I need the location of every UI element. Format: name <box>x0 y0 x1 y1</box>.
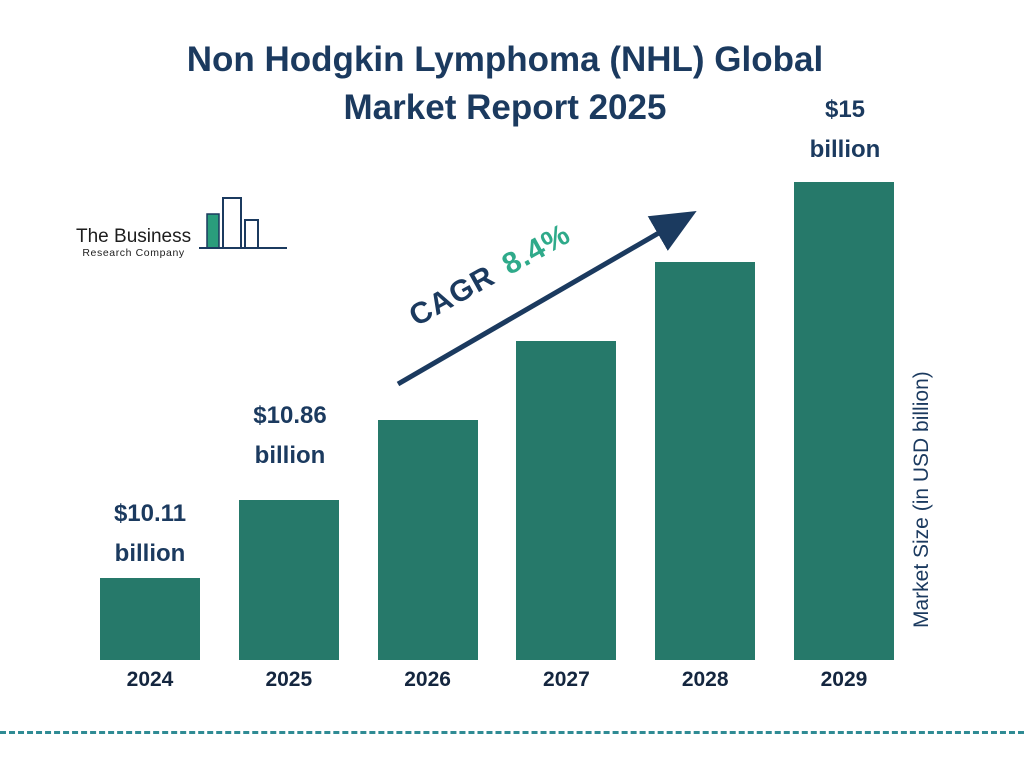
bar-2025 <box>238 500 339 660</box>
value-label-2024-amount: $10.11 <box>113 500 187 527</box>
company-logo-text: The Business Research Company <box>76 227 191 260</box>
bar-2028 <box>655 262 756 660</box>
x-axis-label-2026: 2026 <box>404 668 451 691</box>
x-axis-label-2028: 2028 <box>681 668 729 691</box>
bar-2026 <box>377 420 478 660</box>
bar-chart-logo-icon <box>199 197 288 249</box>
x-axis-label-2029: 2029 <box>820 668 868 691</box>
value-label-2029: $15 billion <box>790 90 900 170</box>
x-axis-labels: 2024 2025 2026 2027 2028 2029 <box>100 668 894 692</box>
bar-2027 <box>516 341 617 660</box>
value-label-2024-unit: billion <box>114 540 186 567</box>
value-label-2029-amount: $15 <box>824 96 866 123</box>
page-title-line1: Non Hodgkin Lymphoma (NHL) Global <box>186 40 824 79</box>
bar-2024 <box>100 578 200 660</box>
x-axis-label-2025: 2025 <box>265 668 313 691</box>
value-label-2029-unit: billion <box>809 136 881 163</box>
x-axis-label-2027: 2027 <box>543 668 590 691</box>
value-label-2025-amount: $10.86 <box>253 402 327 429</box>
bar-2029 <box>793 182 894 660</box>
page-title-line2: Market Report 2025 <box>343 88 667 127</box>
bar-chart <box>100 182 894 660</box>
logo-subname: Research Company <box>82 247 185 259</box>
company-logo: The Business Research Company <box>76 196 289 260</box>
value-label-2025-unit: billion <box>254 442 326 469</box>
value-label-2024: $10.11 billion <box>95 494 205 574</box>
logo-name: The Business <box>76 226 192 247</box>
value-label-2025: $10.86 billion <box>235 396 345 476</box>
y-axis-label: Market Size (in USD billion) <box>910 371 933 629</box>
bottom-dashed-divider <box>0 731 1024 734</box>
cagr-trend-arrow-icon <box>396 210 697 387</box>
x-axis-label-2024: 2024 <box>126 668 174 691</box>
page-title: Non Hodgkin Lymphoma (NHL) Global Market… <box>0 36 1010 132</box>
